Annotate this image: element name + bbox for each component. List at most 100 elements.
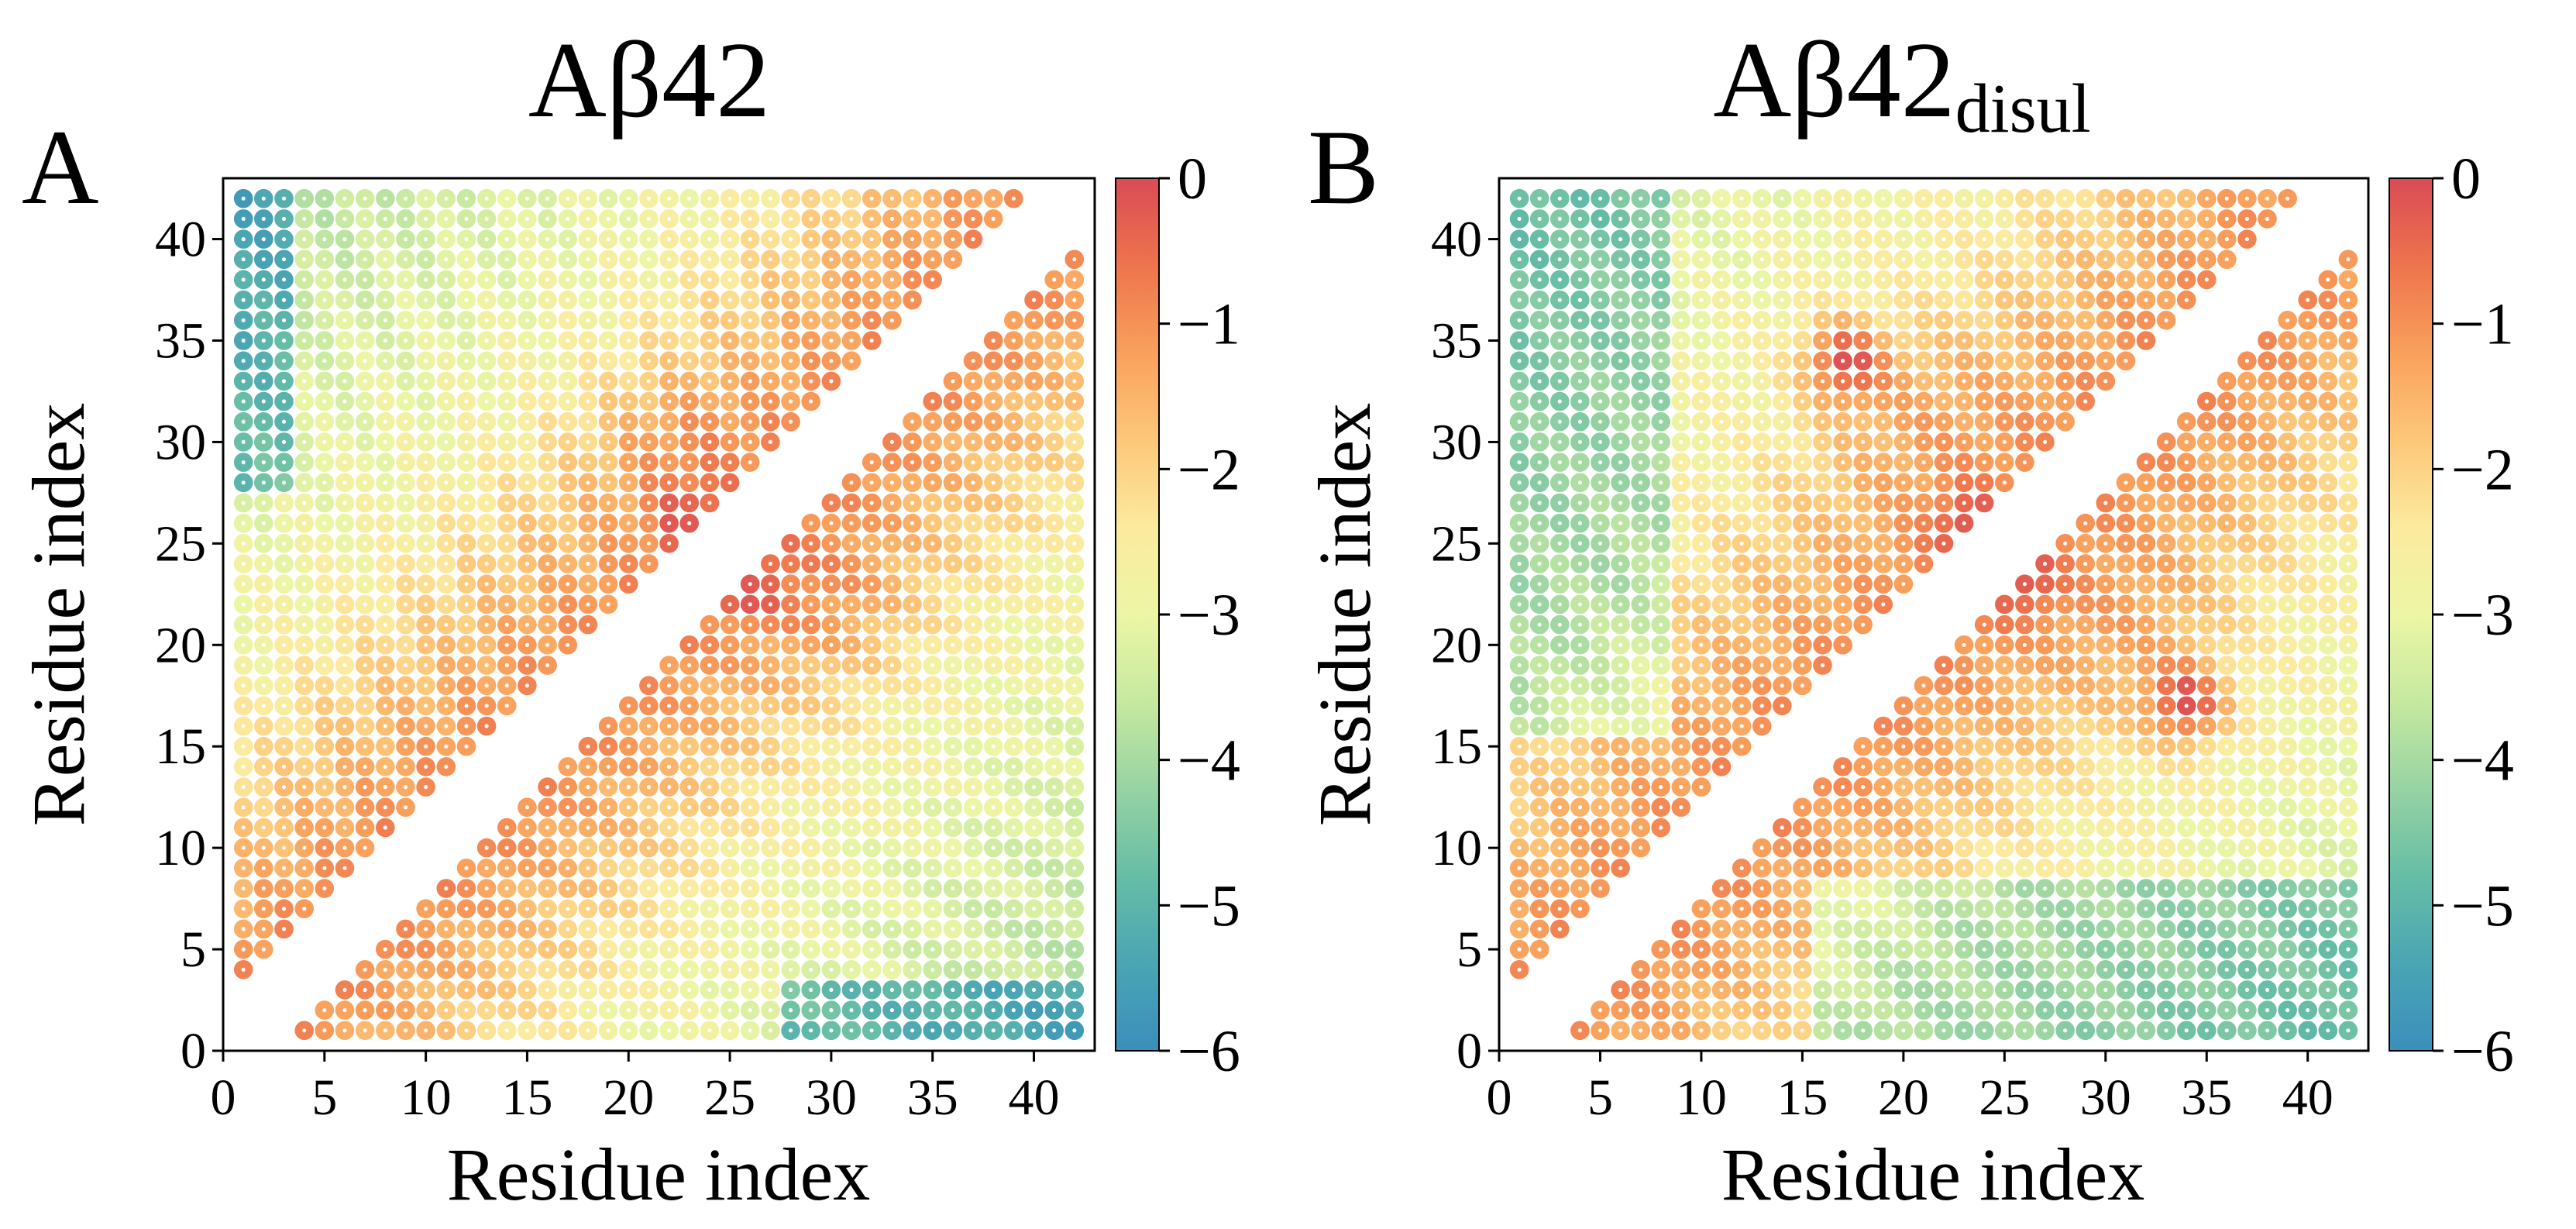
grid-dot [524,439,530,445]
grid-dot [707,764,712,769]
grid-dot [626,886,631,891]
grid-dot [322,704,327,708]
grid-dot [444,602,449,607]
grid-dot [586,399,590,404]
grid-dot [566,886,570,891]
grid-dot [768,318,773,322]
y-tick-label: 30 [155,414,206,470]
grid-dot [748,987,752,992]
grid-dot [586,785,590,790]
grid-dot [586,541,590,546]
grid-dot [687,460,692,465]
grid-dot [403,663,408,668]
grid-dot [424,257,428,262]
grid-dot [829,987,834,992]
grid-dot [910,744,915,749]
grid-dot [1537,237,1542,242]
grid-dot [849,521,854,525]
grid-dot [322,1008,327,1013]
grid-dot [566,602,570,607]
grid-dot [1052,439,1057,445]
grid-dot [768,399,773,404]
grid-dot [1031,379,1037,384]
grid-dot [1537,805,1542,810]
grid-dot [363,439,367,445]
grid-dot [1618,602,1623,607]
grid-dot [464,257,469,262]
grid-dot [484,866,489,870]
grid-dot [910,805,915,810]
grid-dot [849,216,854,221]
grid-dot [383,439,387,445]
grid-dot [383,298,387,302]
grid-dot [951,419,955,424]
grid-dot [383,947,387,952]
grid-dot [1517,663,1522,668]
grid-dot [626,561,631,566]
grid-dot [1557,460,1562,465]
grid-dot [727,805,732,810]
grid-dot [302,602,307,607]
grid-dot [261,359,266,363]
grid-dot [464,744,469,749]
grid-dot [1072,277,1077,282]
grid-dot [1598,704,1603,708]
grid-dot [646,460,652,465]
grid-dot [849,1008,854,1013]
grid-dot [484,1008,489,1013]
grid-dot [991,196,996,201]
grid-dot [1031,419,1037,424]
grid-dot [768,663,773,668]
grid-dot [241,764,246,769]
grid-dot [991,216,996,221]
grid-dot [748,419,752,424]
grid-dot [910,419,915,424]
grid-dot [789,764,793,769]
grid-dot [322,216,327,221]
grid-dot [809,704,813,708]
grid-dot [829,541,834,546]
grid-dot [789,1028,793,1033]
grid-dot [991,683,996,688]
grid-dot [727,277,732,282]
grid-dot [302,439,307,445]
grid-dot [444,987,449,992]
grid-dot [889,582,894,587]
grid-dot [1517,480,1522,485]
grid-dot [484,683,489,688]
grid-dot [504,399,509,404]
grid-dot [1011,927,1016,931]
grid-dot [1598,582,1603,587]
grid-dot [1537,379,1542,384]
grid-dot [809,805,813,810]
grid-dot [626,744,631,749]
grid-dot [524,1028,530,1033]
grid-dot [1577,501,1582,505]
grid-dot [261,724,266,728]
grid-dot [991,602,996,607]
grid-dot [646,947,652,952]
grid-dot [566,379,570,384]
grid-dot [1517,419,1522,424]
grid-dot [1577,744,1582,749]
grid-dot [869,1028,874,1033]
grid-dot [403,216,408,221]
grid-dot [1557,318,1562,322]
grid-dot [1052,622,1057,627]
grid-dot [646,561,652,566]
grid-dot [342,419,347,424]
grid-dot [768,927,773,931]
grid-dot [646,967,652,972]
grid-dot [626,947,631,952]
grid-dot [261,622,266,627]
grid-dot [748,318,752,322]
grid-dot [464,987,469,992]
grid-dot [951,764,955,769]
colorbar-tick-label: −3 [1178,583,1240,648]
grid-dot [687,886,692,891]
grid-dot [869,724,874,728]
grid-dot [464,1028,469,1033]
grid-dot [504,927,509,931]
grid-dot [302,764,307,769]
grid-dot [1517,785,1522,790]
